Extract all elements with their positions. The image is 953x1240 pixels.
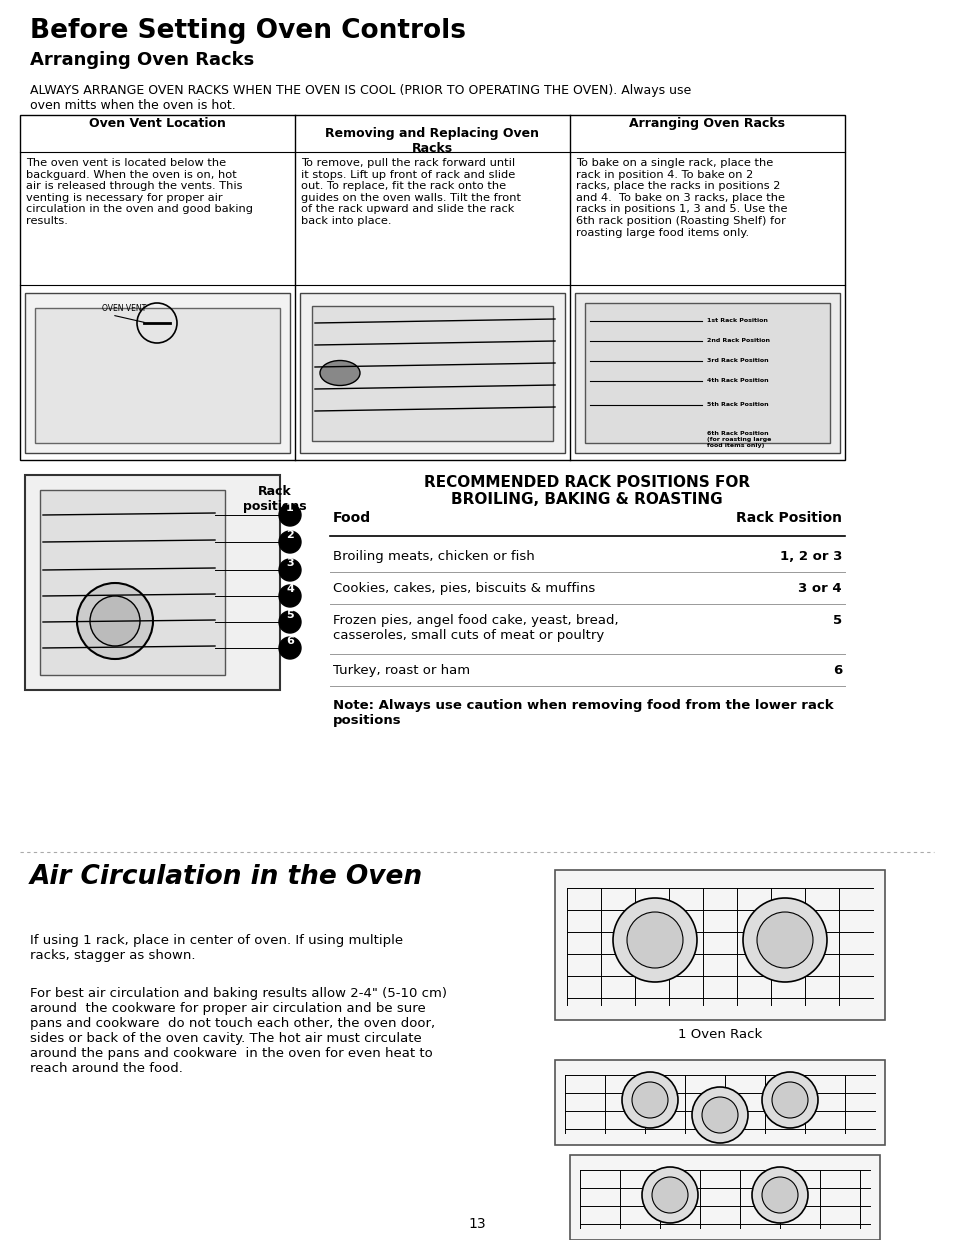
Circle shape — [278, 637, 301, 658]
Text: Food: Food — [333, 511, 371, 525]
Text: 3rd Rack Position: 3rd Rack Position — [706, 358, 768, 363]
Bar — [40, 490, 225, 675]
Text: 13: 13 — [468, 1216, 485, 1231]
Text: 1st Rack Position: 1st Rack Position — [706, 319, 767, 324]
Text: 2nd Rack Position: 2nd Rack Position — [706, 339, 769, 343]
Bar — [555, 870, 884, 1021]
Text: Turkey, roast or ham: Turkey, roast or ham — [333, 663, 470, 677]
Circle shape — [771, 1083, 807, 1118]
Circle shape — [90, 596, 140, 646]
Text: 5: 5 — [832, 614, 841, 627]
Text: 2: 2 — [286, 529, 294, 539]
Text: Arranging Oven Racks: Arranging Oven Racks — [628, 117, 784, 130]
Text: 3 or 4: 3 or 4 — [798, 582, 841, 595]
Circle shape — [278, 531, 301, 553]
Text: 1, 2 or 3: 1, 2 or 3 — [779, 551, 841, 563]
Text: Before Setting Oven Controls: Before Setting Oven Controls — [30, 19, 465, 43]
Text: 4th Rack Position: 4th Rack Position — [706, 378, 768, 383]
Text: Note: Always use caution when removing food from the lower rack
positions: Note: Always use caution when removing f… — [333, 699, 833, 727]
Text: For best air circulation and baking results allow 2-4" (5-10 cm)
around  the coo: For best air circulation and baking resu… — [30, 987, 447, 1075]
Bar — [575, 293, 840, 453]
Text: Arranging Oven Racks: Arranging Oven Racks — [30, 51, 254, 69]
Text: The oven vent is located below the
backguard. When the oven is on, hot
air is re: The oven vent is located below the backg… — [26, 157, 253, 226]
Text: 1 Oven Rack: 1 Oven Rack — [678, 1028, 761, 1042]
Circle shape — [757, 911, 812, 968]
Text: 1: 1 — [286, 503, 294, 513]
Circle shape — [278, 503, 301, 526]
Bar — [555, 1060, 884, 1145]
Bar — [312, 306, 553, 441]
Text: Removing and Replacing Oven
Racks: Removing and Replacing Oven Racks — [325, 126, 538, 155]
Bar — [569, 1154, 879, 1240]
Text: ALWAYS ARRANGE OVEN RACKS WHEN THE OVEN IS COOL (PRIOR TO OPERATING THE OVEN). A: ALWAYS ARRANGE OVEN RACKS WHEN THE OVEN … — [30, 84, 691, 112]
Bar — [299, 293, 564, 453]
Circle shape — [278, 559, 301, 582]
Text: Cookies, cakes, pies, biscuits & muffins: Cookies, cakes, pies, biscuits & muffins — [333, 582, 595, 595]
Circle shape — [641, 1167, 698, 1223]
Text: Air Circulation in the Oven: Air Circulation in the Oven — [30, 864, 423, 890]
Text: 6: 6 — [286, 636, 294, 646]
Circle shape — [278, 585, 301, 608]
Bar — [25, 475, 280, 689]
Text: 6: 6 — [832, 663, 841, 677]
Circle shape — [751, 1167, 807, 1223]
Text: 5th Rack Position: 5th Rack Position — [706, 403, 768, 408]
Text: Rack
positions: Rack positions — [243, 485, 307, 513]
Ellipse shape — [319, 361, 359, 386]
Text: To bake on a single rack, place the
rack in position 4. To bake on 2
racks, plac: To bake on a single rack, place the rack… — [576, 157, 786, 238]
Text: 6th Rack Position
(for roasting large
food items only): 6th Rack Position (for roasting large fo… — [706, 432, 771, 448]
Text: 4: 4 — [286, 584, 294, 594]
Circle shape — [631, 1083, 667, 1118]
Circle shape — [77, 583, 152, 658]
Circle shape — [626, 911, 682, 968]
Bar — [584, 303, 829, 443]
Bar — [35, 308, 280, 443]
Circle shape — [613, 898, 697, 982]
Circle shape — [701, 1097, 738, 1133]
Circle shape — [691, 1087, 747, 1143]
Text: To remove, pull the rack forward until
it stops. Lift up front of rack and slide: To remove, pull the rack forward until i… — [301, 157, 520, 226]
Text: OVEN VENT: OVEN VENT — [102, 304, 146, 312]
Text: Oven Vent Location: Oven Vent Location — [89, 117, 225, 130]
Bar — [25, 293, 290, 453]
Text: Broiling meats, chicken or fish: Broiling meats, chicken or fish — [333, 551, 535, 563]
Circle shape — [761, 1073, 817, 1128]
Circle shape — [761, 1177, 797, 1213]
Circle shape — [742, 898, 826, 982]
Text: Frozen pies, angel food cake, yeast, bread,
casseroles, small cuts of meat or po: Frozen pies, angel food cake, yeast, bre… — [333, 614, 618, 642]
Circle shape — [621, 1073, 678, 1128]
Text: If using 1 rack, place in center of oven. If using multiple
racks, stagger as sh: If using 1 rack, place in center of oven… — [30, 934, 403, 962]
Text: 5: 5 — [286, 610, 294, 620]
Text: 3: 3 — [286, 558, 294, 568]
Circle shape — [278, 611, 301, 632]
Text: Rack Position: Rack Position — [735, 511, 841, 525]
Text: RECOMMENDED RACK POSITIONS FOR
BROILING, BAKING & ROASTING: RECOMMENDED RACK POSITIONS FOR BROILING,… — [423, 475, 749, 507]
Bar — [20, 115, 844, 460]
Circle shape — [651, 1177, 687, 1213]
